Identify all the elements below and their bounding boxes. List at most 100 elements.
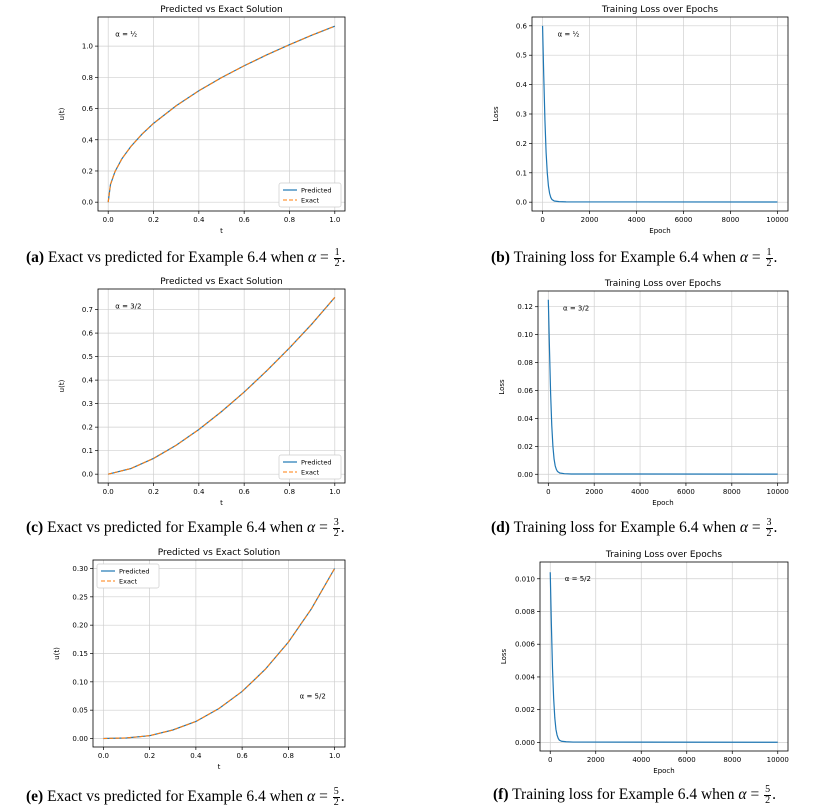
x-axis-label: t bbox=[220, 227, 223, 235]
caption-eq: = bbox=[315, 788, 332, 806]
plot-frame bbox=[537, 290, 789, 484]
legend-label-exact: Exact bbox=[301, 197, 320, 205]
legend-box bbox=[278, 454, 342, 480]
x-tick-label: 4000 bbox=[628, 216, 646, 224]
y-tick-label: 0.4 bbox=[82, 136, 94, 144]
caption-e: (e) Exact vs predicted for Example 6.4 w… bbox=[26, 787, 345, 808]
y-tick-label: 1.0 bbox=[82, 43, 93, 51]
chart-title: Predicted vs Exact Solution bbox=[160, 277, 283, 287]
x-tick-label: 0.4 bbox=[193, 488, 205, 496]
x-tick-label: 0.6 bbox=[237, 752, 249, 760]
plot-frame bbox=[97, 288, 346, 484]
caption-alpha: α bbox=[307, 249, 317, 267]
caption-a: (a) Exact vs predicted for Example 6.4 w… bbox=[26, 248, 345, 269]
fraction-numerator: 5 bbox=[764, 784, 772, 796]
caption-text: Training loss for Example 6.4 when bbox=[512, 786, 735, 804]
fraction-denominator: 2 bbox=[766, 528, 772, 539]
caption-b: (b) Training loss for Example 6.4 when α… bbox=[491, 248, 777, 269]
x-axis-label: Epoch bbox=[649, 227, 670, 235]
y-tick-label: 0.10 bbox=[517, 331, 533, 339]
chart-title: Training Loss over Epochs bbox=[604, 279, 721, 289]
x-tick-label: 0.8 bbox=[283, 752, 294, 760]
x-tick-label: 4000 bbox=[632, 756, 650, 764]
caption-eq: = bbox=[316, 249, 333, 267]
caption-alpha: α bbox=[739, 519, 749, 537]
x-tick-label: 0.0 bbox=[103, 488, 114, 496]
chart-title: Training Loss over Epochs bbox=[605, 550, 722, 560]
y-tick-label: 0.0 bbox=[516, 199, 527, 207]
loss-line bbox=[547, 299, 778, 475]
y-tick-label: 0.6 bbox=[516, 22, 528, 30]
x-tick-label: 8000 bbox=[723, 756, 741, 764]
series-exact-line bbox=[107, 25, 336, 203]
chart-e-predicted-vs-exact: Predicted vs Exact Solution 0.0 0.2 0.4 0.6 0… bbox=[53, 548, 346, 771]
caption-text: Training loss for Example 6.4 when bbox=[513, 249, 736, 267]
caption-f: (f) Training loss for Example 6.4 when α… bbox=[493, 785, 776, 806]
y-tick-label: 0.4 bbox=[516, 81, 528, 89]
legend-label-exact: Exact bbox=[119, 578, 138, 586]
alpha-annotation: α = 3/2 bbox=[115, 303, 141, 311]
y-axis-label: u(t) bbox=[58, 379, 66, 392]
y-tick-label: 0.2 bbox=[516, 140, 527, 148]
y-axis-label: u(t) bbox=[58, 107, 66, 120]
y-tick-label: 0.5 bbox=[516, 52, 527, 60]
y-tick-label: 0.3 bbox=[516, 111, 527, 119]
x-tick-label: 0.8 bbox=[284, 488, 295, 496]
series-exact-line bbox=[103, 568, 336, 740]
x-tick-label: 0.4 bbox=[193, 216, 205, 224]
y-tick-label: 0.20 bbox=[72, 622, 88, 630]
legend-label-exact: Exact bbox=[301, 469, 320, 477]
caption-end: . bbox=[773, 519, 778, 537]
x-tick-label: 2000 bbox=[581, 216, 599, 224]
y-tick-label: 0.0 bbox=[82, 471, 93, 479]
x-tick-label: 6000 bbox=[678, 756, 696, 764]
caption-eq: = bbox=[746, 786, 764, 804]
plot-frame bbox=[531, 16, 789, 212]
fraction-numerator: 1 bbox=[333, 247, 341, 259]
legend-box bbox=[96, 563, 160, 589]
x-tick-label: 1.0 bbox=[329, 752, 340, 760]
loss-line bbox=[541, 25, 778, 203]
chart-title: Predicted vs Exact Solution bbox=[160, 5, 283, 15]
alpha-annotation: α = 3/2 bbox=[563, 304, 589, 312]
alpha-annotation: α = 5/2 bbox=[565, 575, 591, 583]
y-tick-label: 0.3 bbox=[82, 400, 93, 408]
series-exact-line bbox=[108, 296, 336, 475]
x-tick-label: 1.0 bbox=[329, 216, 340, 224]
y-tick-label: 0.12 bbox=[517, 303, 533, 311]
chart-title: Training Loss over Epochs bbox=[601, 5, 718, 15]
caption-alpha: α bbox=[307, 519, 316, 537]
y-tick-label: 0.5 bbox=[82, 353, 93, 361]
y-tick-label: 0.0 bbox=[82, 199, 93, 207]
caption-label: (c) bbox=[26, 519, 44, 537]
y-tick-label: 0.10 bbox=[72, 678, 88, 686]
x-tick-label: 2000 bbox=[587, 756, 605, 764]
chart-f-training-loss: Training Loss over Epochs 0 2000 4000 6000 80… bbox=[500, 550, 789, 775]
x-tick-label: 10000 bbox=[767, 756, 789, 764]
x-tick-label: 0.6 bbox=[239, 488, 251, 496]
caption-eq: = bbox=[748, 519, 765, 537]
caption-eq: = bbox=[315, 519, 332, 537]
y-tick-label: 0.6 bbox=[82, 105, 94, 113]
y-tick-label: 0.006 bbox=[515, 641, 536, 649]
y-tick-label: 0.004 bbox=[515, 673, 536, 681]
chart-title: Predicted vs Exact Solution bbox=[158, 548, 281, 558]
x-axis-label: Epoch bbox=[653, 767, 674, 775]
fraction-denominator: 2 bbox=[333, 797, 339, 808]
caption-c: (c) Exact vs predicted for Example 6.4 w… bbox=[26, 518, 345, 539]
y-tick-label: 0.8 bbox=[82, 74, 93, 82]
y-axis-label: u(t) bbox=[53, 647, 61, 660]
plot-frame bbox=[539, 561, 789, 752]
caption-label: (f) bbox=[493, 786, 509, 804]
y-axis-label: Loss bbox=[492, 106, 500, 122]
y-tick-label: 0.2 bbox=[82, 167, 93, 175]
x-tick-label: 0 bbox=[546, 488, 550, 496]
fraction-denominator: 2 bbox=[766, 258, 772, 269]
y-axis-label: Loss bbox=[500, 648, 508, 664]
caption-text: Exact vs predicted for Example 6.4 when bbox=[47, 788, 304, 806]
y-tick-label: 0.04 bbox=[517, 415, 533, 423]
